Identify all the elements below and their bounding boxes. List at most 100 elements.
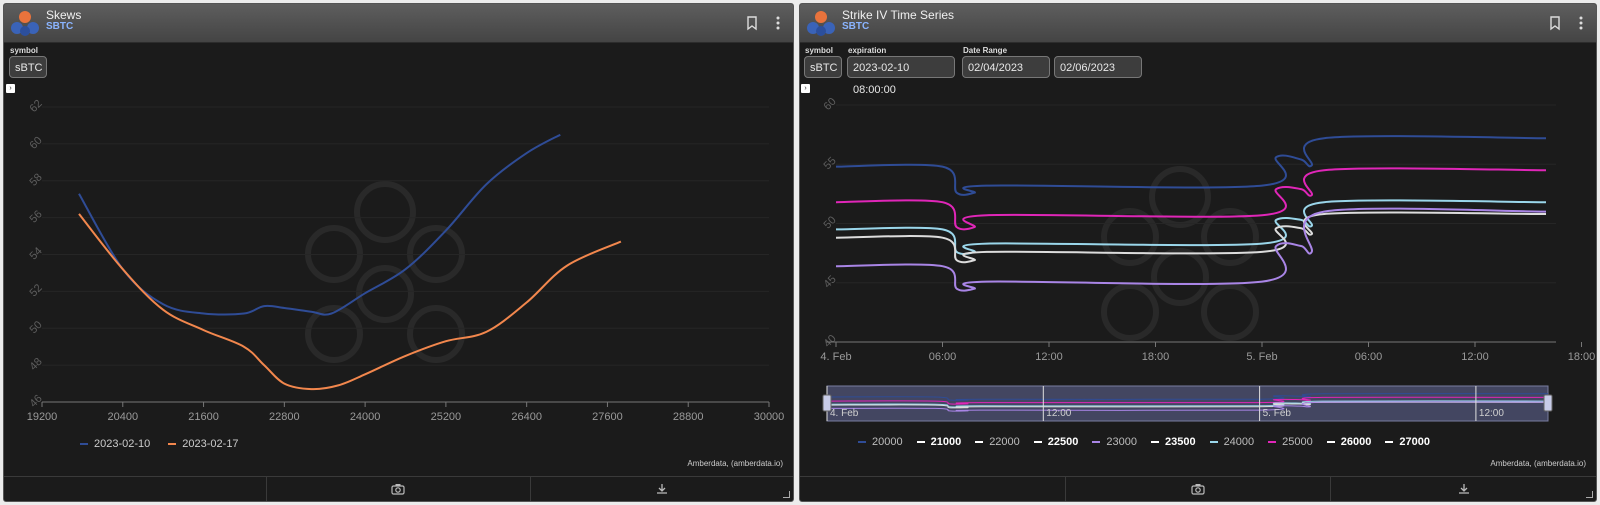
skews-legend: 2023-02-10 2023-02-17 — [80, 438, 239, 450]
legend-item-23500[interactable]: 23500 — [1150, 436, 1196, 448]
x-tick-label: 28800 — [673, 411, 704, 423]
symbol-select[interactable]: sBTC — [9, 56, 47, 78]
legend-swatch — [1150, 441, 1159, 443]
navigator[interactable]: 4. Feb 12:00 5. Feb 12:00 — [800, 382, 1596, 426]
screenshot-button[interactable] — [267, 477, 531, 501]
screenshot-button[interactable] — [1066, 477, 1332, 501]
legend-item-2023-02-17[interactable]: 2023-02-17 — [168, 438, 239, 450]
navigator-handle-left[interactable] — [822, 394, 832, 412]
legend-label: 22000 — [989, 436, 1020, 448]
y-tick-label: 60 — [28, 135, 45, 152]
symbol-select[interactable]: sBTC — [804, 56, 842, 78]
more-vertical-icon[interactable] — [1574, 15, 1588, 31]
legend-swatch — [1092, 441, 1101, 443]
navigator-series — [826, 396, 1549, 405]
navigator-label: 12:00 — [1046, 408, 1071, 419]
legend-item-27000[interactable]: 27000 — [1385, 436, 1430, 448]
y-tick-label: 55 — [822, 155, 839, 172]
legend-item-21000[interactable]: 21000 — [916, 436, 962, 448]
x-tick-label: 25200 — [431, 411, 462, 423]
resize-handle[interactable] — [783, 491, 790, 498]
navigator-series — [826, 401, 1549, 412]
download-button[interactable] — [531, 477, 793, 501]
legend-item-20000[interactable]: 20000 — [858, 436, 903, 448]
legend-item-22500[interactable]: 22500 — [1033, 436, 1079, 448]
legend-label: 21000 — [930, 436, 962, 448]
legend-label: 22500 — [1047, 436, 1079, 448]
navigator-handle-right[interactable] — [1543, 394, 1553, 412]
symbol-label: symbol — [10, 46, 39, 55]
legend-label: 27000 — [1399, 436, 1430, 448]
legend-label: 25000 — [1282, 436, 1313, 448]
watermark-circle — [1101, 283, 1159, 341]
panel-header: Skews SBTC — [4, 4, 793, 43]
watermark-circle — [1149, 166, 1211, 228]
download-icon — [1458, 484, 1469, 494]
date-to-input[interactable]: 02/06/2023 — [1054, 56, 1142, 78]
y-tick-label: 48 — [28, 356, 45, 373]
watermark-circle — [1201, 283, 1259, 341]
navigator-label: 12:00 — [1479, 408, 1504, 419]
legend-swatch — [916, 441, 925, 443]
footer-cell-empty — [4, 477, 268, 501]
y-tick-label: 52 — [28, 282, 45, 299]
expiration-select[interactable]: 2023-02-10 08:00:00 — [847, 56, 955, 96]
watermark-circle — [1151, 248, 1209, 306]
x-tick-label: 18:00 — [1568, 351, 1596, 363]
legend-item-2023-02-10[interactable]: 2023-02-10 — [80, 438, 150, 450]
more-vertical-icon[interactable] — [771, 15, 785, 31]
collapse-toggle-icon[interactable]: › — [6, 84, 15, 93]
collapse-toggle-icon[interactable]: › — [801, 84, 810, 93]
navigator-label: 4. Feb — [830, 408, 859, 419]
y-tick-label: 58 — [28, 171, 45, 188]
legend-item-23000[interactable]: 23000 — [1092, 436, 1137, 448]
chart-credit[interactable]: Amberdata, (amberdata.io) — [687, 459, 783, 468]
legend-item-26000[interactable]: 26000 — [1326, 436, 1371, 448]
legend-label: 20000 — [872, 436, 903, 448]
legend-item-24000[interactable]: 24000 — [1209, 436, 1254, 448]
x-tick-label: 5. Feb — [1246, 351, 1277, 363]
navigator-series — [826, 393, 1549, 401]
bookmark-icon[interactable] — [1548, 15, 1562, 31]
legend-swatch — [168, 443, 177, 445]
legend-swatch — [80, 443, 88, 445]
x-tick-label: 20400 — [107, 411, 138, 423]
x-tick-label: 27600 — [592, 411, 623, 423]
legend-item-22000[interactable]: 22000 — [975, 436, 1020, 448]
symbol-label: symbol — [805, 46, 834, 55]
bookmark-icon[interactable] — [745, 15, 759, 31]
watermark-circle — [407, 305, 465, 363]
legend-item-25000[interactable]: 25000 — [1268, 436, 1313, 448]
panel-title: Strike IV Time Series — [842, 8, 955, 22]
download-button[interactable] — [1331, 477, 1596, 501]
x-tick-label: 06:00 — [929, 351, 957, 363]
panel-subtitle: SBTC — [842, 21, 870, 32]
x-tick-label: 26400 — [511, 411, 542, 423]
series-line-25000 — [835, 167, 1547, 231]
navigator-label: 5. Feb — [1263, 408, 1292, 419]
x-tick-label: 19200 — [27, 411, 58, 423]
y-tick-label: 54 — [28, 245, 45, 262]
legend-label: 2023-02-17 — [182, 438, 239, 450]
watermark-logo — [1101, 166, 1259, 341]
legend-swatch — [858, 441, 866, 443]
x-tick-label: 4. Feb — [820, 351, 851, 363]
strike-legend: 20000 21000 22000 22500 23000 23500 24000 25000… — [858, 436, 1430, 448]
legend-label: 23500 — [1164, 436, 1196, 448]
y-tick-label: 60 — [822, 96, 839, 113]
legend-swatch — [1268, 441, 1277, 443]
legend-label: 2023-02-10 — [94, 438, 151, 450]
y-tick-label: 50 — [28, 319, 45, 336]
camera-icon — [1191, 484, 1205, 495]
legend-swatch — [1385, 441, 1394, 443]
watermark-circle — [354, 181, 416, 243]
expiration-label: expiration — [848, 46, 887, 55]
legend-swatch — [975, 441, 984, 443]
date-from-input[interactable]: 02/04/2023 — [962, 56, 1050, 78]
legend-swatch — [1209, 441, 1218, 443]
skews-panel: Skews SBTC symbol sBTC › 46 48 50 52 54 56 58 6… — [3, 3, 794, 502]
series-line-20000 — [835, 135, 1547, 196]
legend-swatch — [1326, 441, 1335, 443]
chart-credit[interactable]: Amberdata, (amberdata.io) — [1490, 459, 1586, 468]
resize-handle[interactable] — [1586, 491, 1593, 498]
